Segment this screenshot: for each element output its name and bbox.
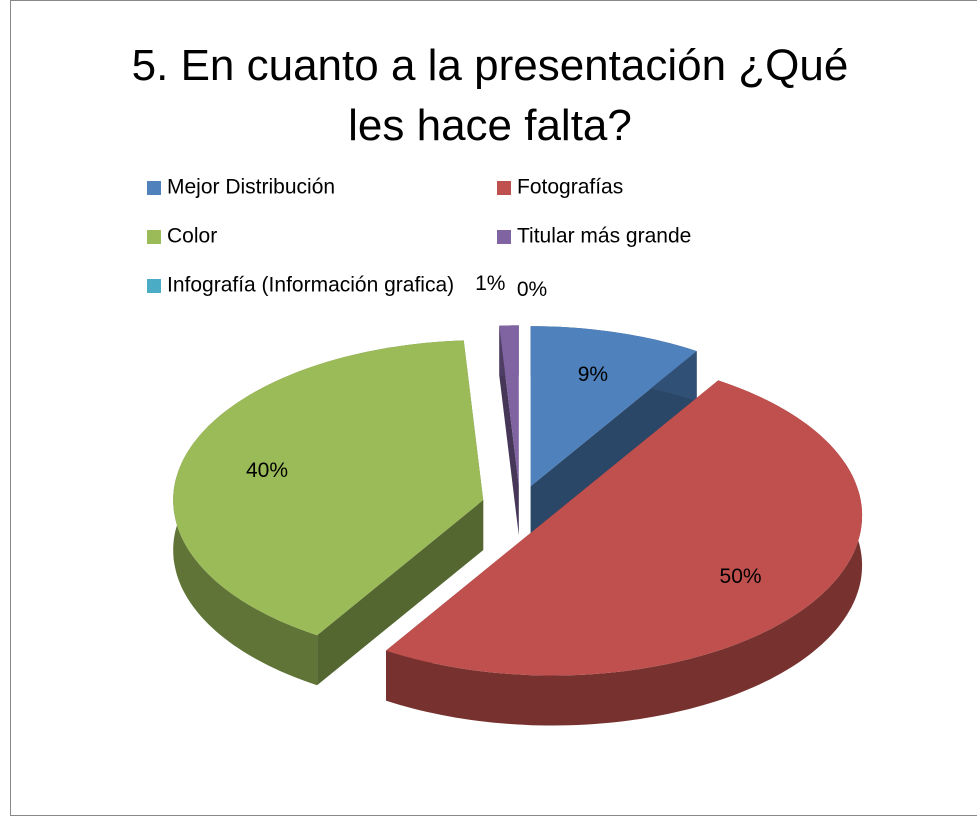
- legend-swatch: [147, 230, 161, 244]
- slice: [386, 380, 863, 676]
- legend-swatch: [147, 279, 161, 293]
- legend-swatch: [147, 181, 161, 195]
- legend-label: Fotografías: [517, 176, 623, 199]
- legend-swatch: [497, 181, 511, 195]
- slice: [530, 326, 697, 487]
- slice-wall: [530, 351, 697, 537]
- legend-label: Titular más grande: [517, 225, 691, 248]
- data-label: 50%: [720, 565, 762, 588]
- slice: [499, 325, 519, 486]
- legend-label: Infografía (Información grafica): [167, 274, 454, 297]
- slice-side: [386, 380, 863, 726]
- legend-label: Color: [167, 225, 217, 248]
- data-label: 1%: [475, 272, 505, 295]
- legend-swatch: [497, 230, 511, 244]
- slice: [173, 340, 484, 636]
- slice-wall: [317, 500, 484, 686]
- legend-label: Mejor Distribución: [167, 176, 335, 199]
- chart-title: 5. En cuanto a la presentación ¿Qué les …: [131, 41, 849, 150]
- slice-wall: [499, 325, 519, 536]
- data-label: 9%: [578, 363, 608, 386]
- data-label: 0%: [517, 278, 547, 301]
- data-label: 40%: [246, 459, 288, 482]
